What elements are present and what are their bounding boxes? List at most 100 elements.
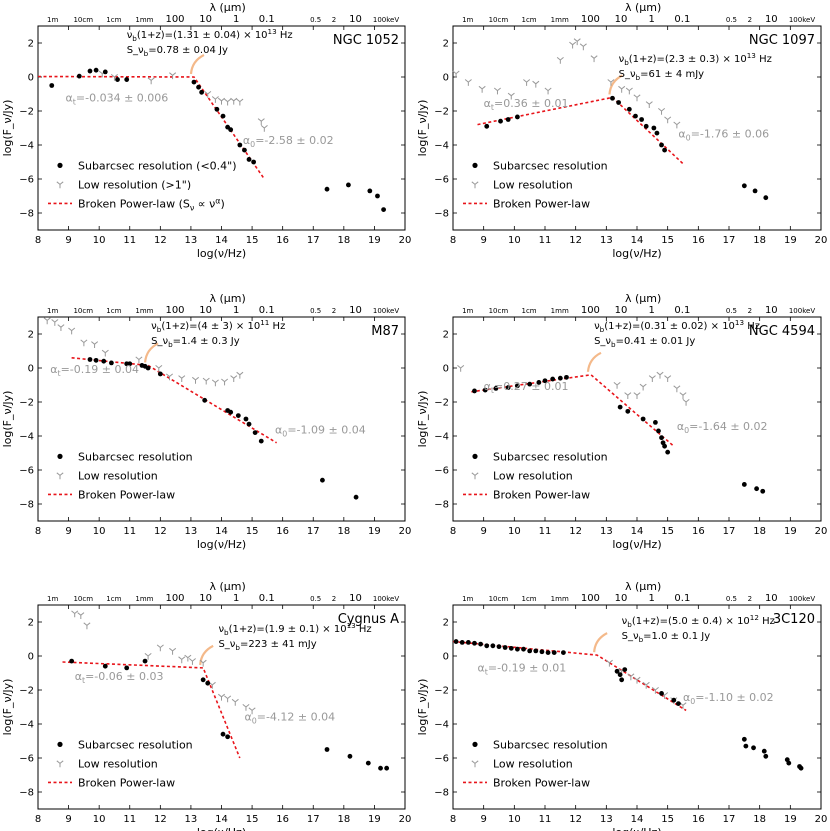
top-tick-label: 10 [615, 305, 628, 316]
lowres-point [135, 356, 143, 364]
subarcsec-point [741, 482, 747, 487]
top-tick-label: 1cm [106, 595, 121, 603]
legend-lowres-marker [56, 760, 64, 768]
top-tick-label: 0.1 [259, 593, 275, 604]
galaxy-name: NGC 1052 [333, 33, 399, 48]
top-tick-label: 2 [332, 307, 336, 315]
y-tick-label: 0 [28, 364, 34, 375]
lowres-point [493, 87, 501, 95]
top-axis-label: λ (μm) [625, 292, 661, 305]
lowres-point [639, 383, 647, 391]
lowres-point [236, 371, 244, 379]
top-tick-label: 100keV [789, 16, 815, 24]
y-tick-label: 2 [28, 330, 34, 341]
subarcsec-point [502, 645, 508, 650]
lowres-point [248, 707, 256, 715]
lowres-point [231, 698, 239, 706]
alpha-thin-label: α0=-1.76 ± 0.06 [678, 127, 769, 142]
subarcsec-point [225, 734, 231, 740]
x-tick-label: 11 [539, 814, 552, 825]
lowres-point [532, 80, 540, 88]
break-marker [189, 54, 205, 75]
top-axis-label: λ (μm) [625, 580, 661, 593]
break-frequency: νb(1+z)=(4 ± 3) × 1011 Hz [151, 318, 285, 334]
legend: Subarcsec resolution Low resolution Broken… [463, 738, 608, 789]
break-frequency: νb(1+z)=(1.31 ± 0.04) × 1013 Hz [127, 27, 293, 43]
x-tick-label: 20 [815, 814, 828, 825]
subarcsec-point [542, 378, 548, 384]
y-axis-label: log(F_ν/Jy) [416, 100, 429, 157]
subarcsec-point [653, 420, 658, 425]
break-frequency: νb(1+z)=(1.9 ± 0.1) × 1013 Hz [218, 621, 371, 637]
lowres-point [658, 108, 666, 115]
top-axis-label: λ (μm) [625, 1, 661, 14]
x-tick-label: 17 [307, 526, 320, 537]
subarcsec-point [220, 113, 226, 119]
subarcsec-point [242, 147, 247, 153]
x-tick-label: 9 [480, 526, 486, 537]
lowres-point [155, 365, 163, 372]
x-tick-label: 15 [661, 814, 674, 825]
legend-lowres-marker [471, 181, 479, 189]
lowres-point [624, 392, 632, 400]
y-tick-label: −6 [19, 754, 34, 765]
legend: Subarcsec resolution Low resolution Broken… [48, 738, 193, 789]
alpha-thick-label: αt=-0.06 ± 0.03 [75, 670, 164, 685]
x-tick-label: 8 [35, 526, 41, 537]
break-flux: S_νb=1.0 ± 0.1 Jy [622, 631, 711, 644]
x-tick-label: 17 [723, 814, 736, 825]
subarcsec-point [640, 416, 646, 422]
subarcsec-point [564, 374, 569, 380]
subarcsec-point [465, 640, 471, 645]
lowres-point [642, 681, 650, 689]
x-tick-label: 18 [753, 526, 766, 537]
lowres-point [169, 647, 177, 655]
top-tick-label: 1cm [521, 307, 536, 315]
subarcsec-point [109, 360, 114, 366]
x-tick-label: 18 [337, 814, 350, 825]
subarcsec-point [659, 142, 664, 148]
top-tick-label: 1 [233, 305, 239, 316]
y-tick-label: −4 [434, 720, 449, 731]
x-tick-label: 13 [600, 814, 613, 825]
top-tick-label: 0.5 [726, 16, 737, 24]
lowres-point [664, 375, 672, 383]
subarcsec-point [191, 79, 197, 85]
x-tick-label: 8 [450, 814, 456, 825]
alpha-thin-label: α0=-1.10 ± 0.02 [683, 691, 774, 706]
broken-power-law-line [452, 640, 687, 712]
lowres-point [682, 399, 690, 406]
top-tick-label: 10 [199, 14, 212, 25]
lowres-point [165, 373, 174, 381]
x-tick-label: 19 [368, 814, 381, 825]
subarcsec-point [93, 357, 99, 363]
lowres-point [217, 97, 226, 105]
top-tick-label: 10 [349, 14, 362, 25]
y-tick-label: −2 [19, 107, 34, 118]
x-tick-label: 18 [753, 814, 766, 825]
subarcsec-point [127, 361, 133, 367]
subarcsec-point [498, 118, 503, 124]
break-flux: S_νb=0.41 ± 0.01 Jy [594, 336, 695, 349]
subarcsec-point [102, 663, 108, 669]
subarcsec-point [251, 159, 257, 165]
top-axis-label: λ (μm) [209, 580, 245, 593]
top-tick-label: 1mm [135, 16, 153, 24]
lowres-point [80, 339, 88, 347]
lowres-point [573, 38, 581, 46]
top-tick-label: 2 [332, 16, 336, 24]
subarcsec-point [654, 130, 660, 136]
subarcsec-point [115, 77, 120, 82]
subarcsec-point [616, 100, 621, 105]
lowres-point [648, 375, 656, 383]
y-tick-label: −6 [434, 754, 449, 765]
legend-subarcsec-label: Subarcsec resolution [493, 738, 608, 751]
top-tick-label: 2 [332, 595, 336, 603]
x-tick-label: 17 [307, 235, 320, 246]
lowres-point [101, 349, 109, 357]
top-tick-label: 1m [462, 307, 473, 315]
x-tick-label: 10 [508, 526, 521, 537]
subarcsec-point [347, 753, 353, 759]
top-tick-label: 10 [615, 593, 628, 604]
